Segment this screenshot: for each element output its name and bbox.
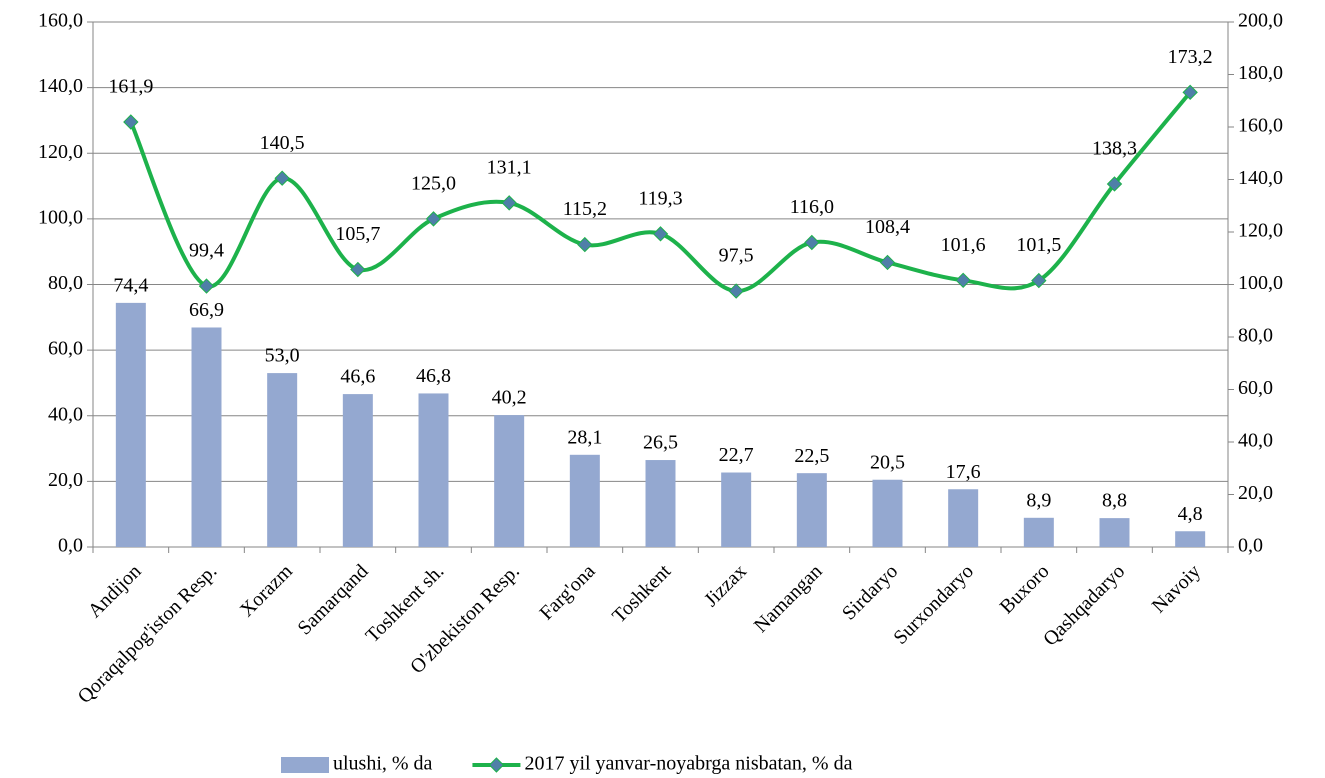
y-tick-label: 60,0 bbox=[48, 338, 83, 360]
line-value-label: 119,3 bbox=[638, 187, 682, 209]
bar-value-label: 40,2 bbox=[492, 387, 527, 409]
x-tick-label: Jizzax bbox=[700, 560, 751, 611]
bar bbox=[342, 394, 373, 547]
line-marker bbox=[955, 272, 971, 289]
line-marker bbox=[274, 170, 290, 186]
line-value-label: 99,4 bbox=[189, 240, 224, 262]
bar bbox=[796, 473, 827, 547]
legend-label: ulushi, % da bbox=[333, 753, 433, 775]
x-tick-label: Namangan bbox=[750, 560, 827, 637]
bar-value-label: 26,5 bbox=[643, 432, 678, 454]
y-tick-label: 100,0 bbox=[38, 206, 83, 228]
x-tick-label: Samarqand bbox=[293, 560, 372, 639]
bar bbox=[1023, 517, 1054, 547]
y2-tick-label: 200,0 bbox=[1238, 10, 1283, 32]
x-tick-label: Toshkent bbox=[608, 560, 676, 628]
bar-value-label: 22,5 bbox=[794, 445, 829, 467]
line-value-label: 101,6 bbox=[941, 234, 986, 256]
line-value-label: 115,2 bbox=[563, 198, 607, 220]
line-value-label: 116,0 bbox=[790, 196, 834, 218]
y-tick-label: 160,0 bbox=[38, 10, 83, 32]
x-tick-label: Buxoro bbox=[996, 560, 1054, 618]
line-marker bbox=[577, 236, 593, 253]
bar-value-label: 66,9 bbox=[189, 299, 224, 321]
bar-value-label: 4,8 bbox=[1178, 503, 1203, 525]
bar-value-label: 20,5 bbox=[870, 451, 905, 473]
line-value-label: 131,1 bbox=[487, 156, 532, 178]
bar bbox=[1175, 531, 1206, 547]
bar-value-label: 74,4 bbox=[113, 274, 148, 296]
x-tick-label: Navoiy bbox=[1148, 560, 1205, 617]
line-marker bbox=[425, 211, 442, 227]
y2-tick-label: 60,0 bbox=[1238, 377, 1273, 399]
line-marker bbox=[1106, 176, 1123, 192]
line-value-label: 101,5 bbox=[1016, 234, 1061, 256]
bar-value-label: 22,7 bbox=[719, 444, 754, 466]
bar bbox=[721, 472, 752, 547]
line-marker bbox=[123, 114, 139, 130]
line-marker bbox=[198, 278, 215, 294]
y-tick-label: 20,0 bbox=[48, 469, 83, 491]
bar-value-label: 8,8 bbox=[1102, 490, 1127, 512]
x-tick-label: Qoraqalpog'iston Resp. bbox=[74, 560, 222, 708]
y2-tick-label: 20,0 bbox=[1238, 482, 1273, 504]
x-tick-label: Sirdaryo bbox=[838, 560, 902, 624]
line-value-label: 105,7 bbox=[335, 223, 380, 245]
line-marker bbox=[501, 195, 517, 211]
y2-tick-label: 180,0 bbox=[1238, 62, 1283, 84]
x-tick-label: Surxondaryo bbox=[889, 560, 978, 649]
line-value-label: 97,5 bbox=[719, 245, 754, 267]
y2-tick-label: 80,0 bbox=[1238, 325, 1273, 347]
line-marker bbox=[1182, 84, 1198, 101]
bar bbox=[191, 327, 222, 547]
y-tick-label: 140,0 bbox=[38, 75, 83, 97]
line-value-label: 161,9 bbox=[108, 76, 153, 98]
line-value-label: 125,0 bbox=[411, 172, 456, 194]
y-tick-label: 120,0 bbox=[38, 141, 83, 163]
y2-tick-label: 140,0 bbox=[1238, 167, 1283, 189]
y2-tick-label: 0,0 bbox=[1238, 535, 1263, 557]
bar bbox=[948, 489, 979, 547]
line-marker bbox=[804, 234, 820, 251]
y2-tick-label: 100,0 bbox=[1238, 272, 1283, 294]
x-tick-label: Xorazm bbox=[236, 560, 297, 621]
bar-value-label: 17,6 bbox=[946, 461, 981, 483]
y2-tick-label: 160,0 bbox=[1238, 115, 1283, 137]
bar bbox=[1099, 518, 1130, 547]
line-marker bbox=[1031, 272, 1047, 289]
line-marker bbox=[350, 261, 366, 278]
y-tick-label: 0,0 bbox=[58, 535, 83, 557]
y-tick-label: 40,0 bbox=[48, 403, 83, 425]
line-value-label: 140,5 bbox=[260, 132, 305, 154]
bar-value-label: 46,6 bbox=[340, 366, 375, 388]
bar bbox=[645, 460, 676, 547]
bar bbox=[569, 454, 600, 547]
bar bbox=[494, 415, 525, 547]
bar-value-label: 46,8 bbox=[416, 365, 451, 387]
y-tick-label: 80,0 bbox=[48, 272, 83, 294]
line-value-label: 138,3 bbox=[1092, 138, 1137, 160]
bar bbox=[418, 393, 449, 547]
legend-swatch bbox=[281, 757, 329, 773]
bar-value-label: 53,0 bbox=[265, 345, 300, 367]
legend-marker bbox=[488, 757, 505, 773]
bar-value-label: 8,9 bbox=[1026, 489, 1051, 511]
line-marker bbox=[728, 283, 744, 299]
bar bbox=[267, 373, 298, 547]
x-tick-label: Farg'ona bbox=[535, 560, 599, 624]
x-tick-label: Qashqadaryo bbox=[1039, 560, 1129, 650]
legend-label: 2017 yil yanvar-noyabrga nisbatan, % da bbox=[524, 753, 852, 775]
bar bbox=[115, 302, 146, 547]
line-marker bbox=[879, 254, 896, 271]
line-value-label: 173,2 bbox=[1168, 46, 1213, 68]
bar-value-label: 28,1 bbox=[567, 426, 602, 448]
x-tick-label: Andijon bbox=[84, 560, 146, 622]
line-value-label: 108,4 bbox=[865, 216, 910, 238]
line-marker bbox=[652, 226, 669, 242]
y2-tick-label: 40,0 bbox=[1238, 430, 1273, 452]
y2-tick-label: 120,0 bbox=[1238, 220, 1283, 242]
bar bbox=[872, 479, 903, 547]
